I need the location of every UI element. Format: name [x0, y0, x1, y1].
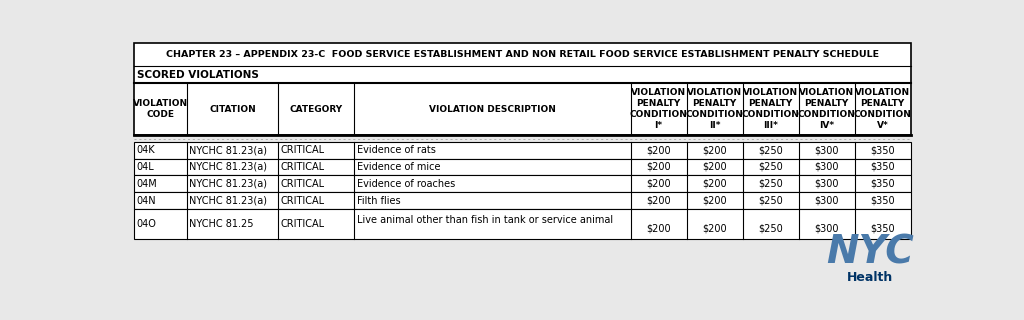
Text: $200: $200	[702, 196, 727, 206]
Bar	[134, 158, 910, 175]
Text: VIOLATION DESCRIPTION: VIOLATION DESCRIPTION	[429, 105, 556, 114]
Text: NYCHC 81.23(a): NYCHC 81.23(a)	[189, 162, 267, 172]
Text: $300: $300	[814, 179, 839, 189]
Text: CRITICAL: CRITICAL	[281, 145, 325, 155]
Text: CHAPTER 23 – APPENDIX 23-C  FOOD SERVICE ESTABLISHMENT AND NON RETAIL FOOD SERVI: CHAPTER 23 – APPENDIX 23-C FOOD SERVICE …	[166, 50, 879, 59]
Text: Evidence of mice: Evidence of mice	[356, 162, 440, 172]
Text: $250: $250	[759, 179, 783, 189]
Text: 04L: 04L	[136, 162, 155, 172]
Bar	[134, 209, 910, 239]
Text: 04N: 04N	[136, 196, 156, 206]
Text: NYCHC 81.23(a): NYCHC 81.23(a)	[189, 179, 267, 189]
Text: $200: $200	[702, 145, 727, 155]
Text: $200: $200	[646, 162, 671, 172]
Text: Evidence of roaches: Evidence of roaches	[356, 179, 455, 189]
Text: $200: $200	[646, 179, 671, 189]
Text: NYC: NYC	[826, 234, 914, 271]
Text: $350: $350	[870, 145, 895, 155]
Text: VIOLATION
CODE: VIOLATION CODE	[133, 99, 188, 119]
Text: Evidence of rats: Evidence of rats	[356, 145, 435, 155]
Bar	[134, 192, 910, 209]
Text: $250: $250	[759, 196, 783, 206]
Text: Live animal other than fish in tank or service animal: Live animal other than fish in tank or s…	[356, 215, 612, 226]
Text: $200: $200	[702, 162, 727, 172]
Text: $250: $250	[759, 223, 783, 233]
Text: CRITICAL: CRITICAL	[281, 196, 325, 206]
Text: $300: $300	[814, 145, 839, 155]
Text: $300: $300	[814, 223, 839, 233]
Text: CRITICAL: CRITICAL	[281, 179, 325, 189]
Text: $300: $300	[814, 162, 839, 172]
Text: $350: $350	[870, 223, 895, 233]
Text: $350: $350	[870, 196, 895, 206]
Text: CATEGORY: CATEGORY	[290, 105, 343, 114]
Text: $200: $200	[646, 145, 671, 155]
Text: Health: Health	[847, 271, 894, 284]
Text: CRITICAL: CRITICAL	[281, 162, 325, 172]
Text: $300: $300	[814, 196, 839, 206]
Text: $350: $350	[870, 179, 895, 189]
Text: NYCHC 81.23(a): NYCHC 81.23(a)	[189, 196, 267, 206]
Text: Filth flies: Filth flies	[356, 196, 400, 206]
Text: $200: $200	[702, 179, 727, 189]
Text: $250: $250	[759, 162, 783, 172]
Text: $200: $200	[646, 223, 671, 233]
Text: NYCHC 81.25: NYCHC 81.25	[189, 219, 254, 229]
Text: $350: $350	[870, 162, 895, 172]
Text: CITATION: CITATION	[209, 105, 256, 114]
Bar	[134, 43, 910, 135]
Bar	[134, 141, 910, 158]
Text: 04O: 04O	[136, 219, 157, 229]
Text: $250: $250	[759, 145, 783, 155]
Text: SCORED VIOLATIONS: SCORED VIOLATIONS	[137, 69, 259, 80]
Text: VIOLATION
PENALTY
CONDITION
V*: VIOLATION PENALTY CONDITION V*	[854, 88, 911, 130]
Text: NYCHC 81.23(a): NYCHC 81.23(a)	[189, 145, 267, 155]
Text: $200: $200	[646, 196, 671, 206]
Text: VIOLATION
PENALTY
CONDITION
I*: VIOLATION PENALTY CONDITION I*	[630, 88, 687, 130]
Text: VIOLATION
PENALTY
CONDITION
II*: VIOLATION PENALTY CONDITION II*	[686, 88, 743, 130]
Text: 04K: 04K	[136, 145, 156, 155]
Text: $200: $200	[702, 223, 727, 233]
Text: VIOLATION
PENALTY
CONDITION
IV*: VIOLATION PENALTY CONDITION IV*	[798, 88, 856, 130]
Text: VIOLATION
PENALTY
CONDITION
III*: VIOLATION PENALTY CONDITION III*	[741, 88, 800, 130]
Text: 04M: 04M	[136, 179, 158, 189]
Bar	[134, 175, 910, 192]
Text: CRITICAL: CRITICAL	[281, 219, 325, 229]
